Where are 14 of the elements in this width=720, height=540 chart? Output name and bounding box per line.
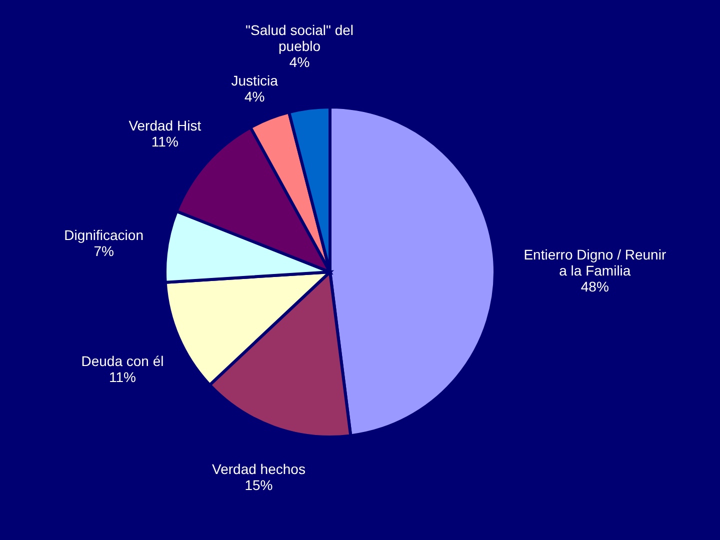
- data-label: 11%: [151, 133, 178, 150]
- slice-label: Verdad hechos: [212, 460, 306, 477]
- data-label: 15%: [244, 476, 273, 493]
- slice-label: Deuda con él: [81, 352, 164, 369]
- slice-label: Verdad Hist: [128, 117, 202, 134]
- slice-label: Justicia: [231, 72, 278, 89]
- data-label: 4%: [289, 54, 310, 70]
- slice-label: Dignificacion: [64, 227, 144, 244]
- data-label: 11%: [109, 368, 136, 385]
- slice-label: Entierro Digno / Reunir a la Familia: [524, 246, 666, 278]
- slice-label: "Salud social" del pueblo: [246, 22, 354, 54]
- data-label: 48%: [580, 278, 609, 294]
- data-label: 4%: [244, 88, 265, 105]
- data-label: 7%: [94, 243, 114, 260]
